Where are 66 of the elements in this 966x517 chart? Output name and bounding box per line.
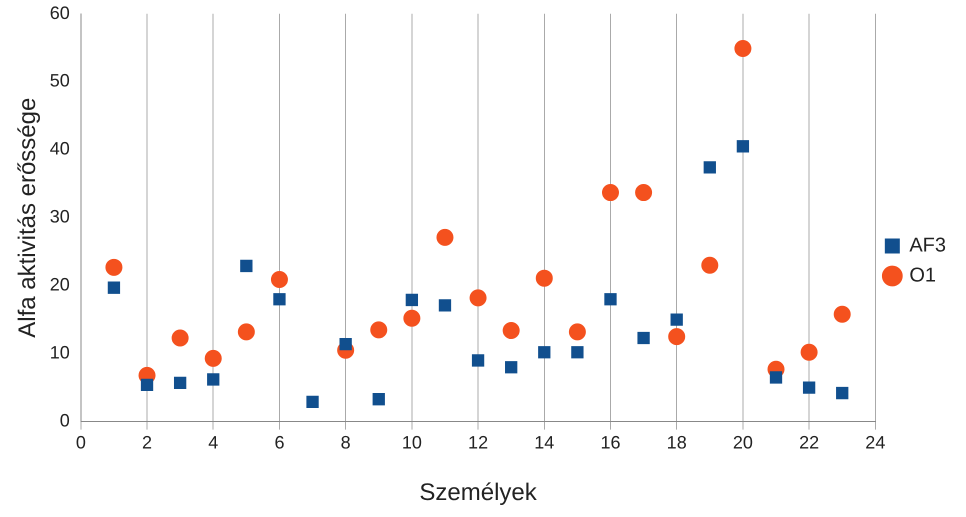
point bbox=[273, 293, 286, 306]
y-tick-label: 20 bbox=[50, 274, 70, 295]
point bbox=[538, 346, 550, 358]
x-tick-label: 0 bbox=[76, 432, 86, 452]
point bbox=[436, 228, 454, 246]
point bbox=[602, 184, 619, 202]
x-tick-label: 20 bbox=[732, 432, 753, 452]
point bbox=[505, 361, 518, 374]
point bbox=[536, 270, 553, 287]
point bbox=[635, 184, 652, 202]
point bbox=[172, 330, 189, 346]
y-tick-label: 50 bbox=[50, 70, 70, 91]
point bbox=[340, 338, 352, 350]
point bbox=[568, 323, 586, 340]
point bbox=[834, 306, 851, 323]
x-tick-label: 4 bbox=[208, 432, 218, 452]
point bbox=[802, 381, 816, 394]
point bbox=[174, 376, 186, 390]
point bbox=[637, 332, 650, 344]
x-tick-label: 24 bbox=[865, 432, 886, 452]
point bbox=[800, 344, 818, 361]
point bbox=[472, 354, 484, 367]
y-tick-label: 10 bbox=[50, 342, 70, 363]
point bbox=[836, 386, 848, 400]
point bbox=[306, 396, 319, 408]
point bbox=[207, 373, 220, 386]
point bbox=[238, 323, 255, 340]
point bbox=[701, 256, 718, 274]
point bbox=[403, 310, 420, 327]
x-tick-label: 14 bbox=[534, 432, 554, 452]
point bbox=[670, 313, 683, 326]
x-tick-label: 10 bbox=[402, 432, 422, 452]
x-tick-label: 8 bbox=[340, 432, 351, 452]
x-tick-label: 2 bbox=[142, 432, 152, 452]
point bbox=[370, 321, 388, 338]
x-tick-label: 18 bbox=[666, 432, 687, 452]
y-tick-label: 30 bbox=[50, 206, 70, 227]
y-tick-label: 40 bbox=[50, 138, 70, 159]
point bbox=[240, 260, 252, 272]
legend-label: O1 bbox=[909, 264, 936, 287]
x-axis-title: Személyek bbox=[419, 479, 538, 506]
point bbox=[108, 282, 120, 294]
point bbox=[270, 271, 288, 288]
point bbox=[736, 140, 750, 152]
point bbox=[438, 299, 452, 312]
point bbox=[406, 294, 418, 306]
point bbox=[140, 378, 154, 392]
point bbox=[204, 350, 222, 367]
point bbox=[571, 346, 584, 358]
point bbox=[668, 328, 686, 346]
legend-label: AF3 bbox=[909, 234, 946, 257]
point bbox=[704, 161, 716, 174]
point bbox=[770, 371, 782, 384]
point bbox=[372, 393, 385, 406]
x-tick-label: 22 bbox=[799, 432, 820, 452]
point bbox=[470, 289, 487, 306]
y-tick-label: 60 bbox=[50, 2, 70, 23]
point bbox=[734, 40, 752, 57]
x-tick-label: 16 bbox=[600, 432, 621, 452]
y-tick-label: 0 bbox=[60, 410, 70, 431]
y-axis-title: Alfa aktivitás erőssége bbox=[14, 98, 42, 338]
point bbox=[502, 322, 520, 340]
x-tick-label: 6 bbox=[274, 432, 284, 452]
point bbox=[604, 293, 617, 306]
x-tick-label: 12 bbox=[468, 432, 488, 452]
point bbox=[105, 258, 122, 276]
